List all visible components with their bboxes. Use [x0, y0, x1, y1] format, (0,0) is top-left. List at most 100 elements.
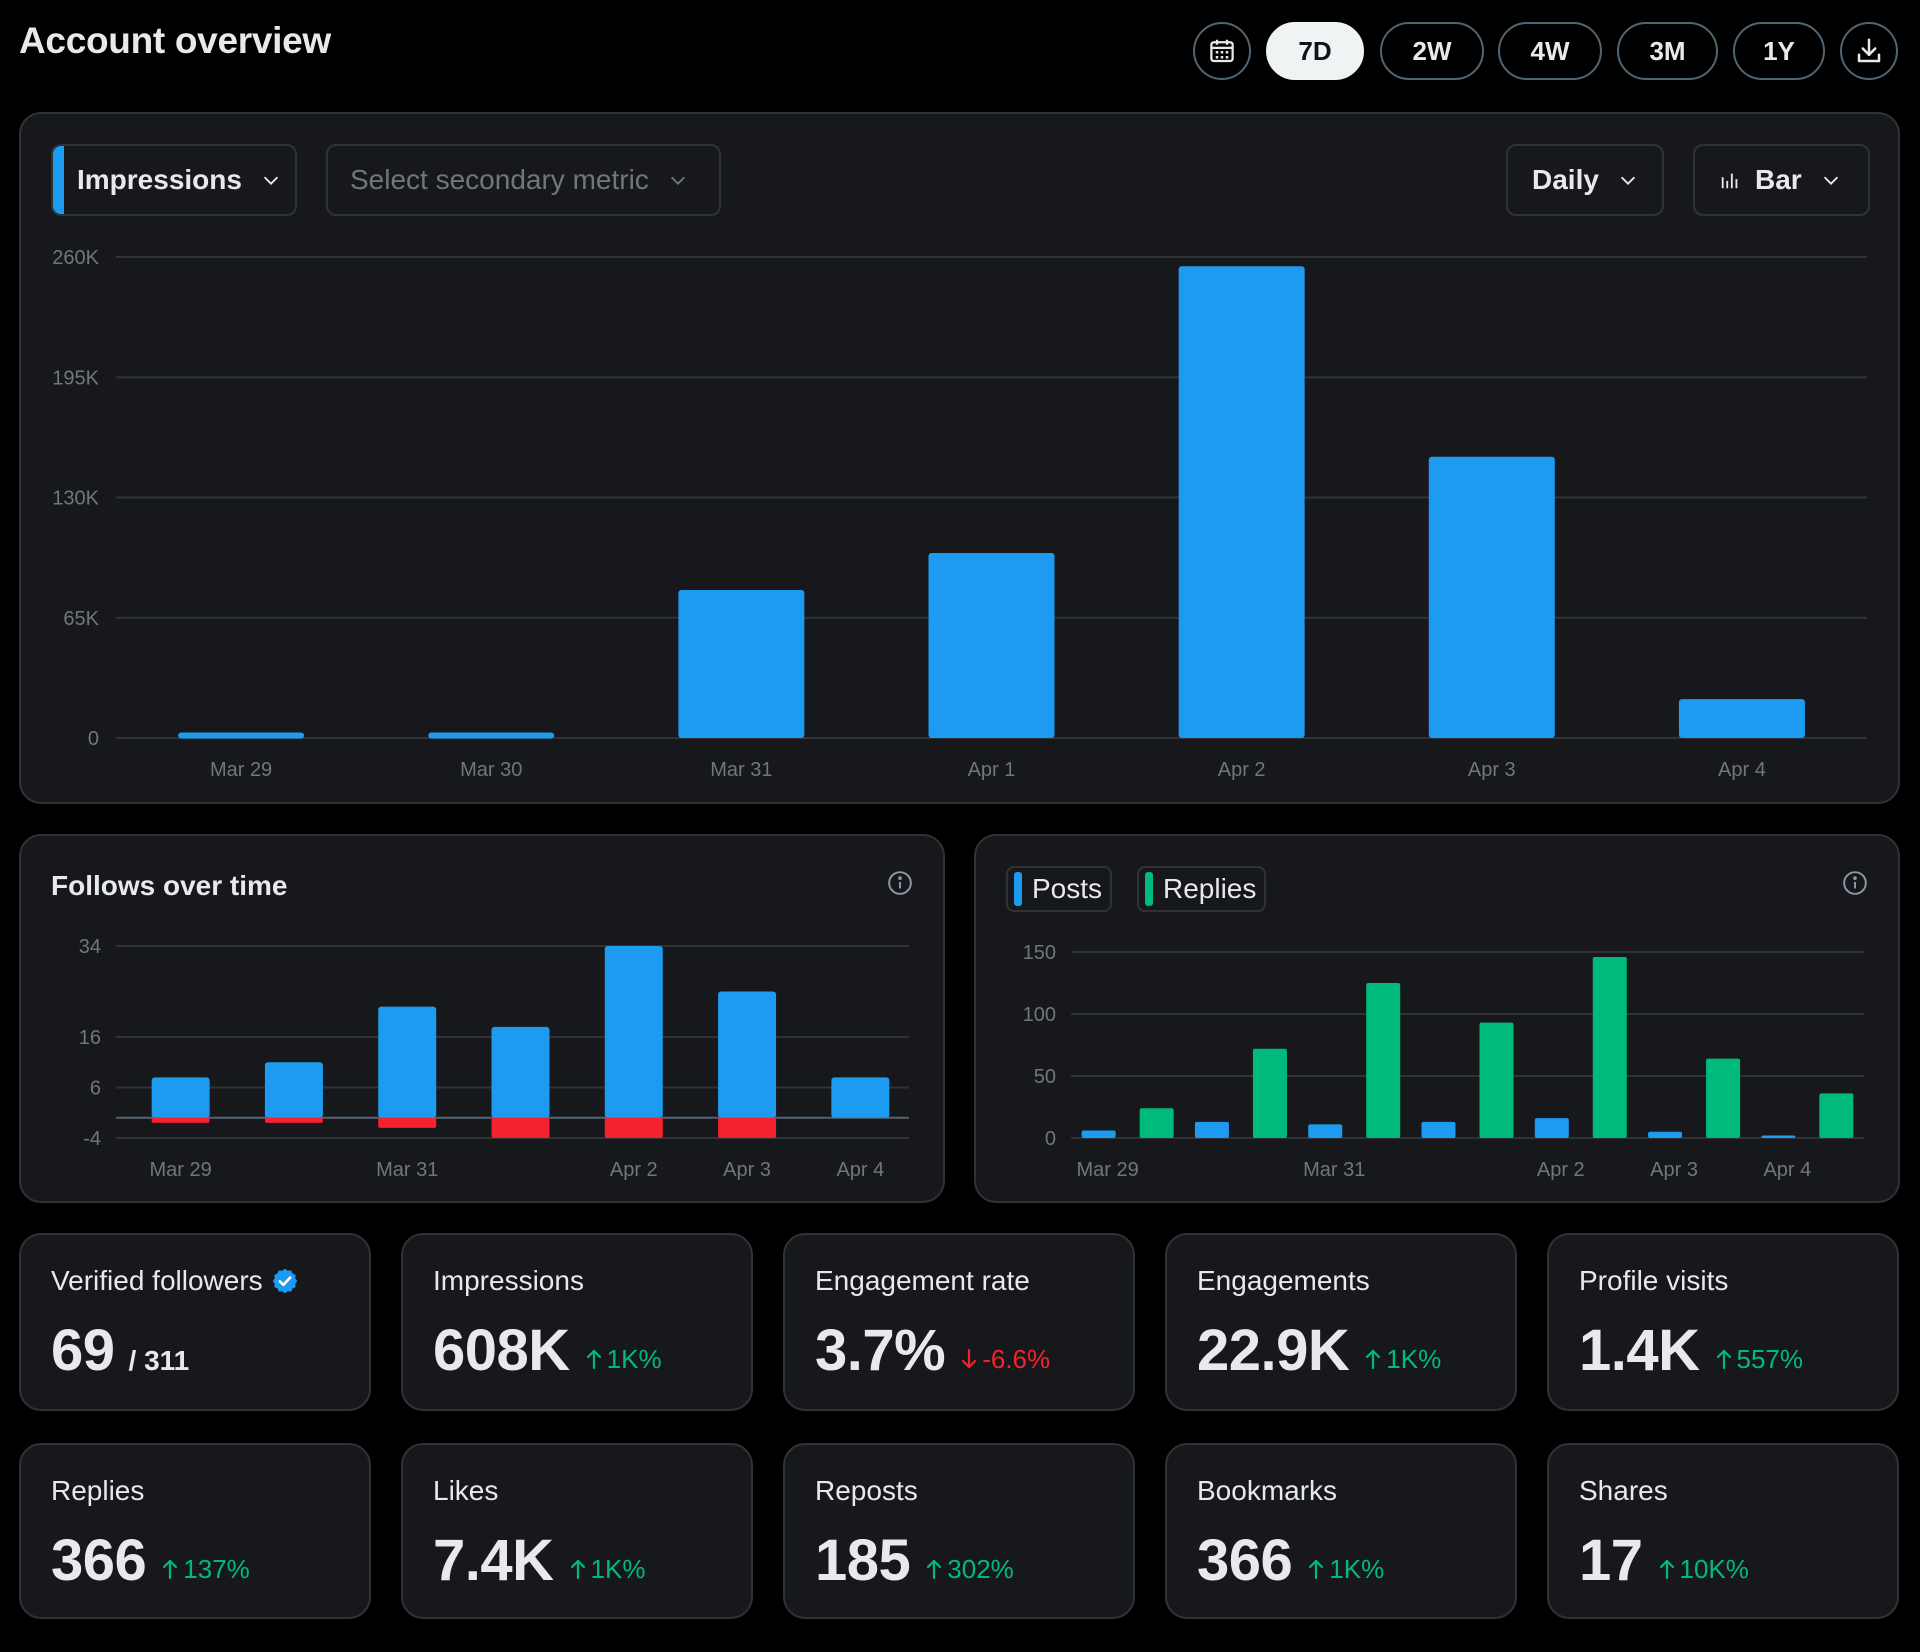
- download-button[interactable]: [1840, 22, 1898, 80]
- x-tick-label: Apr 4: [1763, 1159, 1811, 1181]
- y-tick-label: 0: [88, 728, 99, 750]
- stat-card-engagements[interactable]: Engagements 22.9K 1K%: [1165, 1233, 1517, 1411]
- x-tick-label: Apr 2: [1218, 759, 1266, 781]
- range-2w-button[interactable]: 2W: [1380, 22, 1484, 80]
- stat-delta: 10K%: [1657, 1554, 1749, 1585]
- stat-label-text: Shares: [1579, 1475, 1668, 1506]
- arrow-up-icon: [1366, 1349, 1381, 1370]
- posts-bar: [1308, 1124, 1343, 1138]
- replies-bar: [1592, 956, 1627, 1138]
- stat-value: 185: [815, 1528, 911, 1593]
- stat-value: 366: [51, 1528, 147, 1593]
- stat-card-reposts[interactable]: Reposts 185 302%: [783, 1443, 1135, 1619]
- arrow-up-icon: [927, 1559, 942, 1580]
- stat-label: Engagements: [1197, 1265, 1370, 1297]
- impressions-bar-chart: 0 65K 130K 195K 260K Mar 29 Mar 30 Mar 31 Apr 1 A…: [52, 247, 1867, 781]
- interval-label: Daily: [1532, 164, 1599, 195]
- stat-card-bookmarks[interactable]: Bookmarks 366 1K%: [1165, 1443, 1517, 1619]
- range-7d-button[interactable]: 7D: [1266, 22, 1364, 80]
- range-3m-button[interactable]: 3M: [1617, 22, 1718, 80]
- y-tick-label: -4: [83, 1128, 101, 1150]
- stat-label: Replies: [51, 1475, 144, 1507]
- x-tick-label: Mar 30: [460, 759, 522, 781]
- y-tick-label: 50: [1034, 1066, 1056, 1088]
- replies-bar: [1139, 1108, 1174, 1138]
- arrow-up-icon: [570, 1559, 585, 1580]
- stat-card-shares[interactable]: Shares 17 10K%: [1547, 1443, 1899, 1619]
- arrow-up-icon: [1659, 1559, 1674, 1580]
- x-tick-label: Mar 29: [210, 759, 272, 781]
- follows-chart-card: Follows over time -4 6 16 34 Mar 29 Mar 31 Apr…: [19, 834, 945, 1203]
- unfollows-bar: [378, 1117, 437, 1128]
- stat-value-row: 3.7% -6.6%: [815, 1317, 1050, 1384]
- info-icon[interactable]: [1842, 870, 1868, 896]
- range-1y-button[interactable]: 1Y: [1733, 22, 1825, 80]
- calendar-button[interactable]: [1193, 22, 1251, 80]
- x-tick-label: Mar 29: [150, 1159, 212, 1181]
- x-tick-label: Apr 3: [1650, 1159, 1698, 1181]
- impressions-bar: [1178, 266, 1305, 738]
- impressions-bar: [1428, 456, 1555, 738]
- legend-posts[interactable]: Posts: [1006, 866, 1113, 912]
- stat-label-text: Replies: [51, 1475, 145, 1506]
- posts-bar: [1761, 1135, 1796, 1138]
- stat-delta-value: 1K%: [1329, 1553, 1385, 1584]
- chevron-down-icon: [1620, 176, 1636, 185]
- stat-label: Bookmarks: [1197, 1475, 1337, 1507]
- follows-bar: [378, 1006, 437, 1118]
- y-tick-label: 130K: [52, 488, 99, 510]
- y-tick-label: 260K: [52, 247, 99, 269]
- follows-bar: [151, 1077, 210, 1118]
- x-tick-label: Apr 2: [610, 1159, 658, 1181]
- stat-label: Likes: [433, 1475, 498, 1507]
- stat-label-text: Verified followers: [51, 1265, 263, 1296]
- stat-value-row: 7.4K 1K%: [433, 1527, 645, 1594]
- x-tick-label: Mar 29: [1077, 1159, 1139, 1181]
- unfollows-bar: [151, 1117, 210, 1123]
- posts-bar: [1421, 1121, 1456, 1138]
- stat-label: Verified followers: [51, 1265, 299, 1297]
- y-tick-label: 16: [79, 1027, 101, 1049]
- y-tick-label: 195K: [52, 367, 99, 389]
- x-tick-label: Mar 31: [1303, 1159, 1365, 1181]
- stat-value: 7.4K: [433, 1528, 554, 1593]
- stat-value-row: 366 137%: [51, 1527, 250, 1594]
- stat-delta: 302%: [924, 1554, 1014, 1585]
- stat-label-text: Reposts: [815, 1475, 918, 1506]
- stat-card-impressions[interactable]: Impressions 608K 1K%: [401, 1233, 753, 1411]
- legend-replies[interactable]: Replies: [1137, 866, 1267, 912]
- stat-sub-value: / 311: [128, 1345, 190, 1376]
- stat-delta: -6.6%: [959, 1344, 1050, 1375]
- stat-card-profile-visits[interactable]: Profile visits 1.4K 557%: [1547, 1233, 1899, 1411]
- y-tick-label: 150: [1023, 942, 1056, 964]
- stat-card-engagement-rate[interactable]: Engagement rate 3.7% -6.6%: [783, 1233, 1135, 1411]
- stat-card-verified-followers[interactable]: Verified followers 69 / 311: [19, 1233, 371, 1411]
- replies-bar: [1706, 1058, 1741, 1138]
- stat-delta-value: -6.6%: [982, 1343, 1051, 1374]
- stat-value-row: 69 / 311: [51, 1317, 189, 1384]
- follows-bar: [718, 991, 777, 1118]
- follows-card-title: Follows over time: [51, 870, 288, 901]
- impressions-bar: [178, 732, 305, 739]
- chart-type-dropdown[interactable]: Bar: [1693, 144, 1870, 216]
- stat-value-row: 366 1K%: [1197, 1527, 1384, 1594]
- arrow-up-icon: [163, 1559, 178, 1580]
- stat-card-likes[interactable]: Likes 7.4K 1K%: [401, 1443, 753, 1619]
- info-icon[interactable]: [887, 870, 913, 896]
- x-tick-label: Apr 4: [836, 1159, 884, 1181]
- primary-metric-dropdown[interactable]: Impressions: [51, 144, 297, 216]
- stat-card-replies[interactable]: Replies 366 137%: [19, 1443, 371, 1619]
- arrow-up-icon: [1716, 1349, 1731, 1370]
- stat-value-row: 608K 1K%: [433, 1317, 662, 1384]
- stat-value-row: 17 10K%: [1579, 1527, 1749, 1594]
- follows-bar: [604, 946, 663, 1118]
- stat-delta-value: 1K%: [1386, 1343, 1442, 1374]
- unfollows-bar: [718, 1117, 777, 1138]
- stat-value-row: 22.9K 1K%: [1197, 1317, 1441, 1384]
- interval-dropdown[interactable]: Daily: [1506, 144, 1664, 216]
- range-4w-button[interactable]: 4W: [1498, 22, 1602, 80]
- secondary-metric-dropdown[interactable]: Select secondary metric: [326, 144, 721, 216]
- stat-delta: 1K%: [584, 1344, 662, 1375]
- chevron-down-icon: [670, 176, 685, 185]
- download-icon: [1857, 38, 1881, 63]
